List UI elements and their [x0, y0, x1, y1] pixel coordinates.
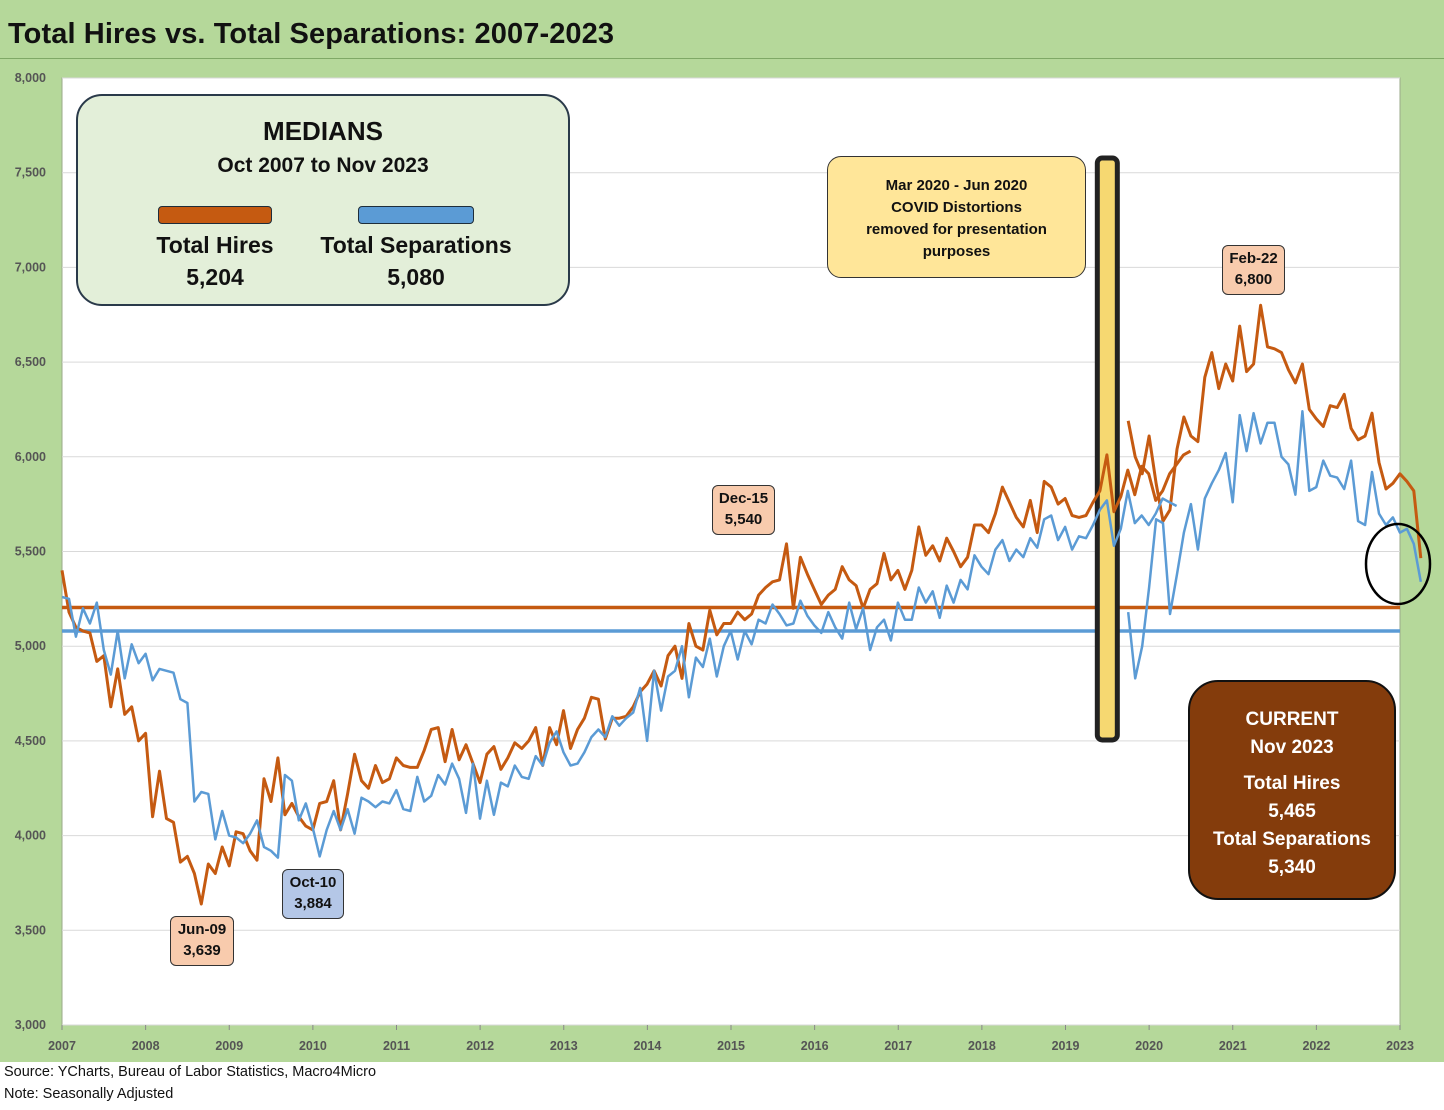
x-tick-label: 2011 — [383, 1039, 410, 1053]
x-axis-ticks: 2007 2008 2009 2010 2011 2012 2013 2014 2015 2016… — [48, 1025, 1414, 1053]
x-tick-label: 2007 — [48, 1039, 76, 1053]
series-lines — [60, 303, 1423, 906]
covid-gap-bar-shape — [1094, 155, 1120, 743]
callout-oct10: Oct-10 3,884 — [282, 869, 344, 919]
y-tick-label: 7,000 — [15, 260, 46, 274]
callout-feb22: Feb-22 6,800 — [1222, 245, 1285, 295]
medians-period: Oct 2007 to Nov 2023 — [217, 154, 429, 177]
callout-feb22-value: 6,800 — [1234, 271, 1273, 288]
x-tick-label: 2009 — [215, 1039, 243, 1053]
x-tick-label: 2016 — [801, 1039, 829, 1053]
title-divider — [0, 58, 1444, 59]
covid-note-line1: Mar 2020 - Jun 2020 — [885, 177, 1028, 194]
callout-dec15-value: 5,540 — [724, 511, 763, 528]
source-note: Source: YCharts, Bureau of Labor Statist… — [4, 1064, 377, 1080]
medians-heading: MEDIANS — [263, 116, 383, 146]
y-tick-label: 4,500 — [15, 734, 46, 748]
separations-line — [61, 489, 1178, 859]
hires-line — [1126, 303, 1423, 559]
medians-separations-label: Total Separations — [320, 232, 512, 258]
x-tick-label: 2012 — [466, 1039, 494, 1053]
x-tick-label: 2021 — [1219, 1039, 1247, 1053]
y-tick-label: 5,500 — [15, 545, 46, 559]
covid-note-line2: COVID Distortions — [891, 199, 1022, 216]
current-point-circle — [1364, 522, 1432, 606]
x-tick-label: 2008 — [132, 1039, 160, 1053]
covid-note-line3: removed for presentation — [866, 221, 1047, 238]
separations-line — [1126, 410, 1423, 680]
current-box: CURRENT Nov 2023 Total Hires 5,465 Total… — [1188, 680, 1396, 900]
callout-jun09-value: 3,639 — [183, 942, 221, 959]
current-heading: CURRENT — [1245, 709, 1339, 730]
seasonal-note: Note: Seasonally Adjusted — [4, 1086, 174, 1102]
y-tick-label: 4,000 — [15, 829, 46, 843]
x-tick-label: 2019 — [1052, 1039, 1080, 1053]
y-tick-label: 3,500 — [15, 923, 46, 937]
callout-jun09: Jun-09 3,639 — [170, 916, 234, 966]
callout-feb22-date: Feb-22 — [1229, 250, 1278, 267]
callout-jun09-date: Jun-09 — [177, 921, 227, 938]
chart-title: Total Hires vs. Total Separations: 2007-… — [8, 18, 615, 50]
hires-line — [60, 449, 1192, 906]
covid-note-line4: purposes — [922, 243, 991, 260]
hires-legend-swatch — [158, 206, 272, 224]
callout-oct10-date: Oct-10 — [289, 874, 337, 891]
callout-dec15-date: Dec-15 — [718, 490, 769, 507]
y-tick-label: 7,500 — [15, 166, 46, 180]
x-tick-label: 2013 — [550, 1039, 578, 1053]
covid-note-box: Mar 2020 - Jun 2020 COVID Distortions re… — [827, 156, 1086, 278]
x-tick-label: 2023 — [1386, 1039, 1414, 1053]
current-month: Nov 2023 — [1250, 737, 1334, 758]
medians-separations-value: 5,080 — [387, 264, 445, 290]
y-tick-label: 5,000 — [15, 639, 46, 653]
medians-box: MEDIANS Oct 2007 to Nov 2023 Total Hires… — [76, 94, 570, 306]
covid-gap-bar — [1094, 155, 1120, 743]
current-hires-label: Total Hires — [1243, 773, 1341, 794]
current-hires-value: 5,465 — [1268, 801, 1316, 822]
current-separations-value: 5,340 — [1268, 857, 1316, 878]
x-tick-label: 2015 — [717, 1039, 745, 1053]
x-tick-label: 2018 — [968, 1039, 996, 1053]
y-axis-ticks: 3,000 3,500 4,000 4,500 5,000 5,500 6,000 6,500… — [15, 71, 46, 1032]
callout-oct10-value: 3,884 — [294, 895, 332, 912]
x-tick-label: 2022 — [1302, 1039, 1330, 1053]
x-tick-label: 2020 — [1135, 1039, 1163, 1053]
callout-dec15: Dec-15 5,540 — [712, 485, 775, 535]
medians-hires-value: 5,204 — [186, 264, 244, 290]
x-tick-label: 2014 — [633, 1039, 661, 1053]
separations-legend-swatch — [358, 206, 474, 224]
medians-hires-label: Total Hires — [156, 232, 274, 258]
y-tick-label: 6,000 — [15, 450, 46, 464]
y-tick-label: 6,500 — [15, 355, 46, 369]
y-tick-label: 3,000 — [15, 1018, 46, 1032]
y-tick-label: 8,000 — [15, 71, 46, 85]
x-tick-label: 2010 — [299, 1039, 327, 1053]
current-separations-label: Total Separations — [1212, 829, 1371, 850]
x-tick-label: 2017 — [884, 1039, 912, 1053]
